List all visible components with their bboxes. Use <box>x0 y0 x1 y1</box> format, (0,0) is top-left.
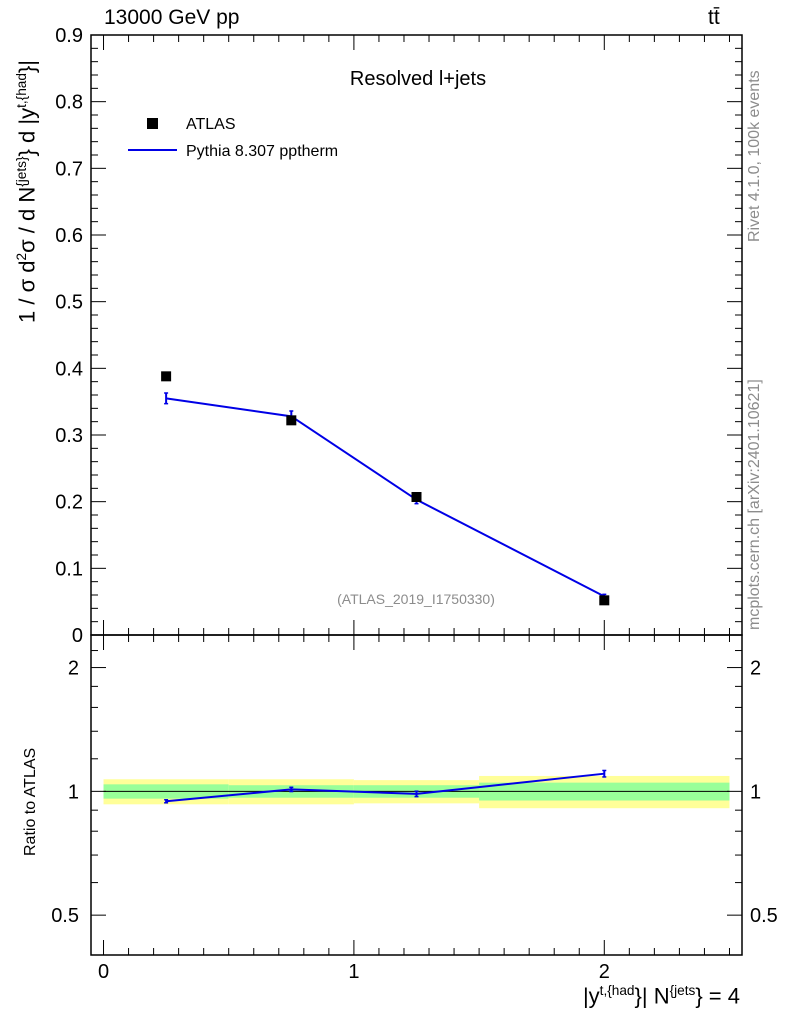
ratio-xtick-label: 0 <box>98 961 109 983</box>
legend-atlas-label: ATLAS <box>186 116 236 133</box>
ratio-ytick-label-left: 1 <box>68 781 79 803</box>
ratio-panel-marks <box>164 769 607 804</box>
main-ytick-label: 0.8 <box>55 92 83 114</box>
main-ytick-label: 0.9 <box>55 25 83 47</box>
ratio-ytick-label-left: 0.5 <box>51 905 79 927</box>
main-panel-marks <box>161 371 610 606</box>
ratio-ytick-label-right: 0.5 <box>750 905 778 927</box>
legend: ATLAS Pythia 8.307 pptherm <box>128 116 338 160</box>
main-ytick-label: 0.3 <box>55 425 83 447</box>
atlas-marker-2 <box>411 492 422 502</box>
main-ytick-label: 0.5 <box>55 292 83 314</box>
ratio-ytick-label-right: 2 <box>750 658 761 680</box>
main-ytick-label: 0.2 <box>55 492 83 514</box>
legend-pythia-label: Pythia 8.307 pptherm <box>186 143 338 160</box>
atlas-marker-3 <box>599 595 610 606</box>
ratio-ytick-label-left: 2 <box>68 658 79 680</box>
atlas-marker-1 <box>286 415 297 426</box>
chart-title: Resolved l+jets <box>350 68 486 90</box>
energy-label: 13000 GeV pp <box>104 6 240 29</box>
ratio-panel-frame <box>90 634 743 956</box>
x-axis-label: |yt,{had}| N{jets} = 4 <box>582 983 740 1009</box>
legend-atlas-marker <box>147 118 158 129</box>
ratio-y-axis-label: Ratio to ATLAS <box>22 747 39 856</box>
main-ytick-label: 0.7 <box>55 158 83 180</box>
analysis-watermark: (ATLAS_2019_I1750330) <box>337 591 495 607</box>
main-y-axis-label: 1 / σ d2σ / d N{jets}} d |yt,{had}| <box>14 60 40 323</box>
ratio-ytick-label-right: 1 <box>750 781 761 803</box>
main-ytick-label: 0.4 <box>55 358 83 380</box>
axis-ticks: 0 0.1 0.2 0.3 0.4 0.5 0.6 0.7 0.8 0.9 0 1 2 0.5 0.5 1 1 2… <box>51 25 778 983</box>
process-label: tt̄ <box>708 6 720 29</box>
atlas-marker-0 <box>161 371 172 382</box>
mcplots-reference-label: mcplots.cern.ch [arXiv:2401.10621] <box>746 379 763 630</box>
ratio-line <box>166 772 605 803</box>
mc-line <box>165 397 605 598</box>
main-ytick-label: 0.1 <box>55 558 83 580</box>
main-ytick-label: 0 <box>72 625 83 647</box>
ratio-xtick-label: 2 <box>599 961 610 983</box>
rivet-version-label: Rivet 4.1.0, 100k events <box>746 70 763 242</box>
ratio-xtick-label: 1 <box>348 961 359 983</box>
main-ytick-label: 0.6 <box>55 225 83 247</box>
